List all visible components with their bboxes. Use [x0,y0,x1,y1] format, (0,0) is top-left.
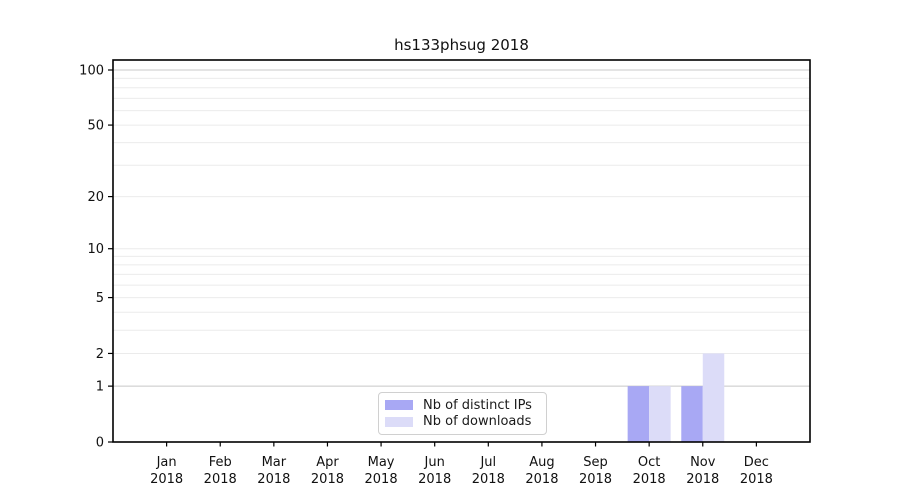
bar-downloads [649,386,671,442]
legend: Nb of distinct IPs Nb of downloads [378,392,547,435]
y-axis-tick-label: 20 [87,190,104,205]
y-axis-tick-label: 50 [87,119,104,134]
x-axis-tick-label: Jul 2018 [472,455,505,487]
bar-distinct-ips [627,386,650,442]
x-axis-tick-label: Mar 2018 [257,455,290,487]
x-axis-tick-label: Aug 2018 [525,455,558,487]
x-axis-tick-label: Oct 2018 [633,455,666,487]
x-axis-tick-label: Feb 2018 [204,455,237,487]
x-axis-tick-label: Apr 2018 [311,455,344,487]
x-axis-tick-label: May 2018 [365,455,398,487]
legend-item-distinct-ips: Nb of distinct IPs [385,397,538,413]
y-axis-tick-label: 10 [87,242,104,257]
legend-swatch-downloads [385,416,413,427]
x-axis-tick-label: Dec 2018 [740,455,773,487]
legend-label-downloads: Nb of downloads [423,414,532,430]
bar-distinct-ips [681,386,703,442]
chart-title: hs133phsug 2018 [394,36,529,54]
legend-label-distinct-ips: Nb of distinct IPs [423,397,532,413]
y-axis-tick-label: 5 [96,291,104,306]
y-axis-tick-label: 1 [96,380,104,395]
y-axis-tick-label: 0 [96,436,104,451]
y-axis-tick-label: 2 [96,347,104,362]
bar-downloads [702,353,725,442]
x-axis-tick-label: Nov 2018 [686,455,719,487]
x-axis-tick-label: Jan 2018 [150,455,183,487]
legend-item-downloads: Nb of downloads [385,414,538,430]
x-axis-tick-label: Jun 2018 [418,455,451,487]
y-axis-tick-label: 100 [79,63,104,78]
x-axis-tick-label: Sep 2018 [579,455,612,487]
legend-swatch-distinct-ips [385,400,413,411]
plot-frame [112,59,811,443]
